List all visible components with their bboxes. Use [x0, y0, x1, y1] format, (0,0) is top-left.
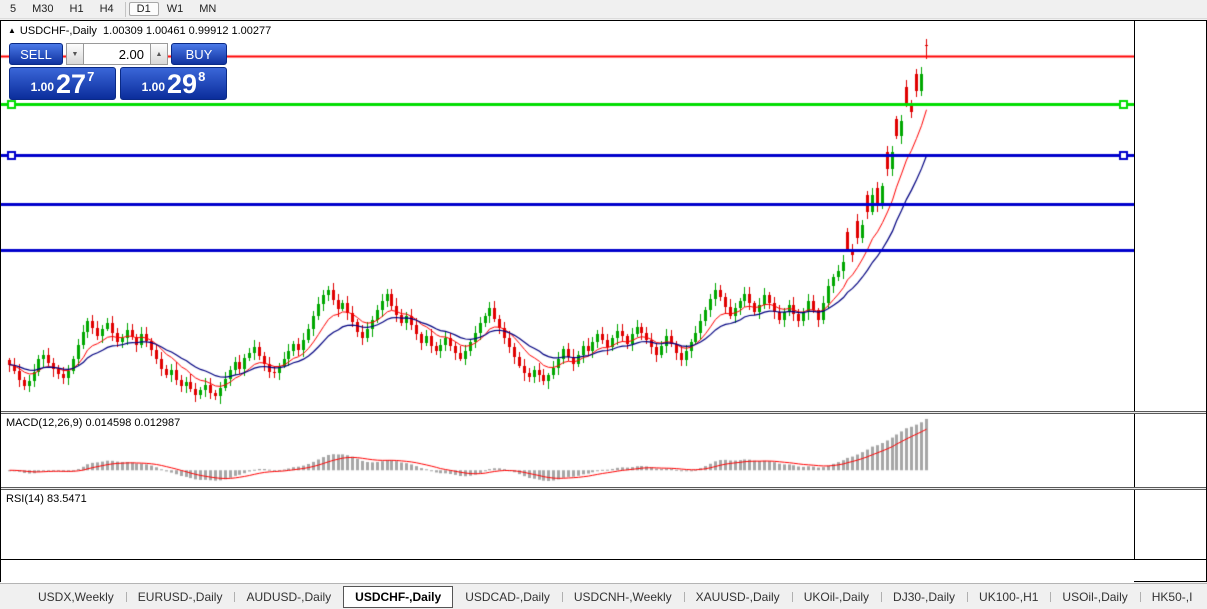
timeframe-button-mn[interactable]: MN	[199, 3, 217, 15]
macd-indicator-canvas[interactable]	[1, 414, 1134, 487]
date-axis	[1, 560, 1134, 583]
quantity-decrease-button[interactable]: ▼	[66, 43, 83, 65]
chart-tab-usoil-daily[interactable]: USOil-,Daily	[1050, 587, 1139, 607]
sell-button[interactable]: SELL	[9, 43, 63, 65]
timeframe-button-h1[interactable]: H1	[69, 3, 84, 15]
chart-tab-eurusd-daily[interactable]: EURUSD-,Daily	[125, 587, 235, 607]
rsi-label: RSI(14) 83.5471	[6, 493, 87, 505]
buy-price-small: 1.00	[141, 80, 166, 94]
chart-tab-uk100-h1[interactable]: UK100-,H1	[967, 587, 1050, 607]
pane-separator-macd[interactable]	[1, 411, 1206, 414]
spin-down-icon: ▼	[71, 50, 79, 58]
sell-price-button[interactable]: 1.00 27 7	[9, 67, 116, 100]
sell-price-big: 27	[56, 69, 87, 99]
timeframe-button-d1[interactable]: D1	[128, 2, 159, 16]
buy-price-sup: 8	[198, 69, 206, 84]
macd-label: MACD(12,26,9) 0.014598 0.012987	[6, 417, 181, 429]
spin-up-icon: ▲	[155, 50, 163, 58]
buy-button[interactable]: BUY	[171, 43, 227, 65]
rsi-indicator-canvas[interactable]	[1, 490, 1134, 559]
chart-tab-dj30-daily[interactable]: DJ30-,Daily	[881, 587, 967, 607]
price-axis-divider	[1134, 21, 1135, 560]
timeframe-button-h4[interactable]: H4	[99, 3, 114, 15]
chart-tab-bar: USDX,Weekly EURUSD-,Daily AUDUSD-,Daily USD…	[0, 583, 1207, 609]
buy-price-big: 29	[167, 69, 198, 99]
chart-tab-xauusd-daily[interactable]: XAUUSD-,Daily	[683, 587, 792, 607]
buy-price-button[interactable]: 1.00 29 8	[120, 67, 227, 100]
toolbar-separator	[124, 1, 126, 17]
collapse-triangle-icon[interactable]: ▲	[8, 26, 16, 35]
pane-separator-rsi[interactable]	[1, 487, 1206, 490]
chart-tab-usdx-weekly[interactable]: USDX,Weekly	[38, 589, 114, 604]
chart-tab-usdcnh-weekly[interactable]: USDCNH-,Weekly	[561, 587, 684, 607]
sell-price-small: 1.00	[30, 80, 55, 94]
chart-window: ▲ USDCHF-,Daily 1.00309 1.00461 0.99912 1…	[0, 20, 1207, 583]
timeframe-button-m30[interactable]: M30	[32, 3, 54, 15]
chart-tab-audusd-daily[interactable]: AUDUSD-,Daily	[234, 587, 343, 607]
chart-tab-hk50-i[interactable]: HK50-,I	[1139, 587, 1205, 607]
timeframe-button-5[interactable]: 5	[10, 3, 17, 15]
quantity-input[interactable]	[83, 43, 151, 65]
sell-price-sup: 7	[87, 69, 95, 84]
chart-title-symbol: USDCHF-,Daily	[19, 25, 97, 37]
chart-title: ▲ USDCHF-,Daily 1.00309 1.00461 0.99912 1…	[8, 25, 271, 37]
chart-title-ohlc: 1.00309 1.00461 0.99912 1.00277	[103, 25, 272, 37]
pane-separator-dates	[1, 559, 1206, 560]
quantity-increase-button[interactable]: ▲	[151, 43, 168, 65]
timeframe-button-w1[interactable]: W1	[166, 3, 184, 15]
chart-tab-usdchf-daily[interactable]: USDCHF-,Daily	[343, 585, 454, 608]
chart-tab-usdcad-daily[interactable]: USDCAD-,Daily	[465, 589, 550, 604]
timeframe-toolbar: 5 M30 H1 H4 D1 W1 MN	[0, 0, 1207, 19]
chart-tab-ukoil-daily[interactable]: UKOil-,Daily	[791, 587, 881, 607]
